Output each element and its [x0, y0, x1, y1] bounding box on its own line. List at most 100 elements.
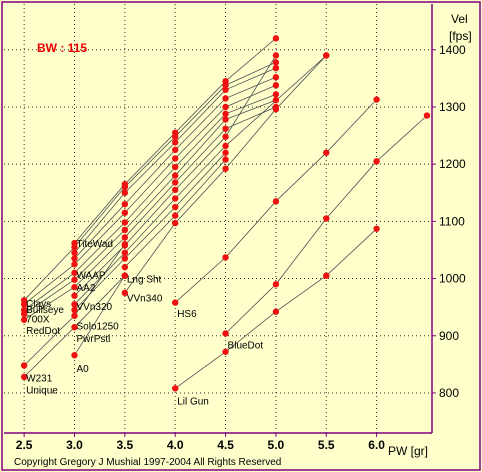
y-tick-label: 1300 — [439, 100, 466, 114]
data-point — [323, 52, 330, 59]
data-point — [423, 112, 431, 119]
data-point — [121, 219, 129, 226]
powder-label: VVn340 — [127, 293, 163, 304]
data-point — [272, 281, 280, 288]
series-line — [23, 99, 277, 315]
data-point — [71, 352, 78, 359]
y-tick-label: 800 — [439, 386, 459, 400]
data-point — [172, 163, 179, 171]
y-axis-title: Vel — [451, 12, 468, 26]
powder-label: BlueDot — [228, 340, 264, 351]
series-line — [74, 152, 226, 311]
data-point — [222, 156, 229, 163]
data-point — [373, 96, 380, 103]
data-point — [71, 301, 78, 308]
data-point — [172, 203, 179, 211]
data-point — [121, 249, 129, 257]
data-point — [172, 139, 179, 146]
x-tick-label: 4.5 — [217, 438, 234, 452]
data-point — [272, 91, 280, 98]
powder-label: Lng Sht — [127, 275, 162, 286]
data-point — [20, 362, 28, 369]
x-axis-title: PW [gr] — [388, 444, 428, 458]
y-tick-label: 1400 — [439, 43, 466, 57]
data-point — [222, 142, 229, 150]
data-point — [222, 330, 229, 337]
powder-label: RedDot — [26, 326, 60, 337]
data-point — [172, 385, 179, 392]
data-point — [71, 292, 78, 299]
y-tick-label: 1000 — [439, 272, 466, 286]
data-point — [172, 212, 179, 219]
data-point — [323, 272, 330, 279]
data-point — [272, 64, 280, 72]
data-point — [373, 158, 380, 165]
powder-label: 700X — [26, 315, 50, 326]
data-point — [172, 195, 179, 202]
data-point — [121, 183, 129, 191]
data-point — [20, 301, 28, 308]
data-point — [272, 52, 280, 59]
data-point — [20, 373, 28, 381]
series-line — [23, 84, 277, 305]
powder-label: W231 — [26, 374, 53, 385]
data-point — [20, 310, 28, 318]
data-point — [222, 165, 229, 172]
data-point — [172, 299, 179, 306]
powder-label: A0 — [76, 364, 89, 375]
data-point — [172, 186, 179, 194]
powder-label: Clays — [26, 299, 51, 310]
y-tick-label: 1200 — [439, 157, 466, 171]
data-point — [222, 254, 229, 261]
data-point — [222, 86, 229, 94]
powder-label: Solo1250 — [76, 321, 119, 332]
data-point — [272, 198, 280, 205]
data-point — [172, 133, 179, 140]
y-tick-label: 1100 — [439, 214, 465, 228]
data-point — [222, 149, 229, 156]
data-point — [172, 146, 179, 154]
data-point — [71, 261, 78, 268]
data-point — [323, 149, 330, 156]
data-point — [121, 234, 129, 241]
data-point — [222, 116, 229, 123]
data-point — [222, 133, 229, 140]
data-point — [222, 125, 229, 132]
data-point — [121, 289, 129, 297]
data-point — [172, 179, 179, 186]
data-point — [121, 201, 129, 208]
series-line — [23, 61, 277, 301]
x-tick-label: 5.0 — [268, 438, 285, 452]
data-point — [71, 306, 78, 314]
powder-label: Unique — [26, 386, 58, 397]
data-point — [373, 225, 380, 232]
data-point — [272, 308, 280, 315]
data-point — [71, 249, 78, 257]
data-point — [71, 312, 78, 319]
copyright-text: Copyright Gregory J Mushial 1997-2004 Al… — [14, 457, 282, 468]
powder-label: Bullseye — [26, 305, 64, 316]
data-point — [172, 219, 179, 227]
data-point — [172, 155, 179, 162]
data-point — [121, 263, 129, 271]
data-point — [272, 35, 280, 42]
data-point — [272, 59, 280, 66]
data-point — [272, 96, 280, 104]
data-point — [121, 255, 129, 262]
data-point — [121, 241, 129, 248]
powder-label: VVn320 — [76, 302, 112, 313]
powder-label: WAAP — [76, 271, 105, 282]
data-point — [121, 209, 129, 216]
data-point — [272, 74, 280, 81]
data-point — [71, 276, 78, 283]
powder-label: PwrPstl — [76, 334, 110, 345]
data-point — [71, 243, 78, 251]
data-point — [272, 106, 280, 113]
powder-label: HS6 — [177, 309, 197, 320]
x-tick-label: 4.0 — [167, 438, 184, 452]
series-line — [23, 94, 277, 311]
data-point — [20, 316, 28, 323]
data-point — [71, 255, 78, 262]
